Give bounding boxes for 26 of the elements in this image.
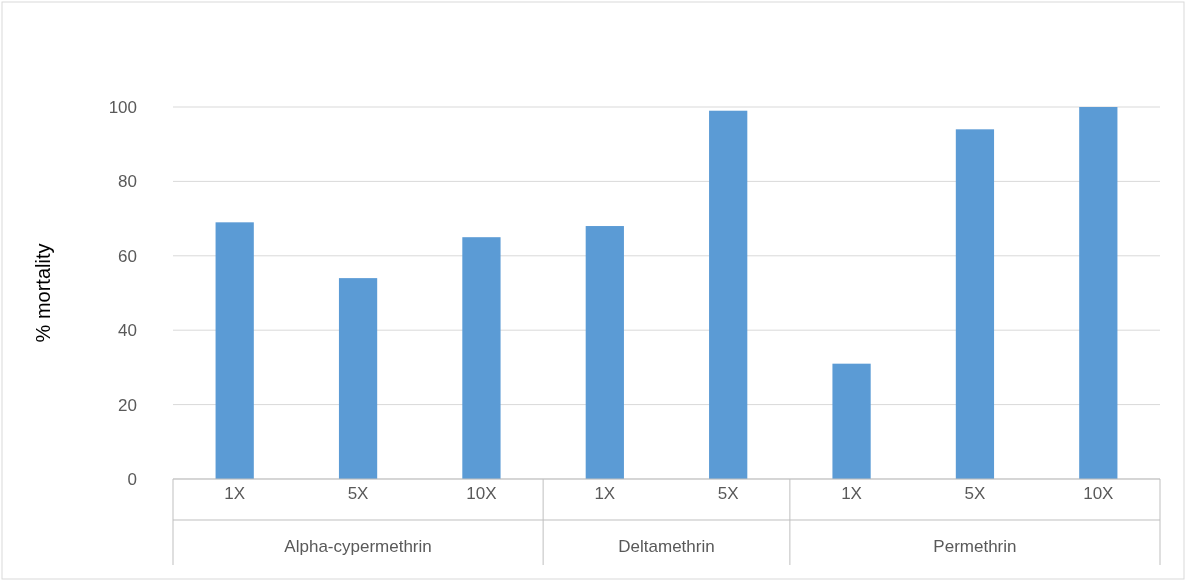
y-tick-label: 60 xyxy=(118,246,137,266)
x-tick-label: 5X xyxy=(347,484,369,503)
bar xyxy=(462,237,501,479)
y-tick-label: 40 xyxy=(118,321,137,341)
bar xyxy=(215,222,254,479)
text: Deltamethrin xyxy=(618,537,715,556)
bar xyxy=(585,226,624,479)
y-tick-label: 0 xyxy=(127,469,137,489)
bar xyxy=(709,110,748,479)
y-tick-label: 20 xyxy=(118,395,137,415)
bar xyxy=(1079,107,1118,479)
x-tick-label: 1X xyxy=(841,484,862,503)
x-tick-label: 5X xyxy=(717,484,739,503)
x-tick-label: 10X xyxy=(466,484,497,503)
y-tick-label: 100 xyxy=(108,97,137,117)
bar xyxy=(832,363,871,479)
bar xyxy=(955,129,995,479)
x-tick-label: 5X xyxy=(964,484,986,503)
y-axis-title: % mortality xyxy=(32,243,54,343)
x-tick-label: 1X xyxy=(224,484,246,503)
x-tick-label: 1X xyxy=(594,484,616,503)
y-tick-label: 80 xyxy=(118,172,137,192)
text: Alpha-cypermethrin xyxy=(284,537,432,556)
bar xyxy=(338,278,378,479)
text: Permethrin xyxy=(933,537,1017,556)
x-tick-label: 10X xyxy=(1083,484,1114,503)
